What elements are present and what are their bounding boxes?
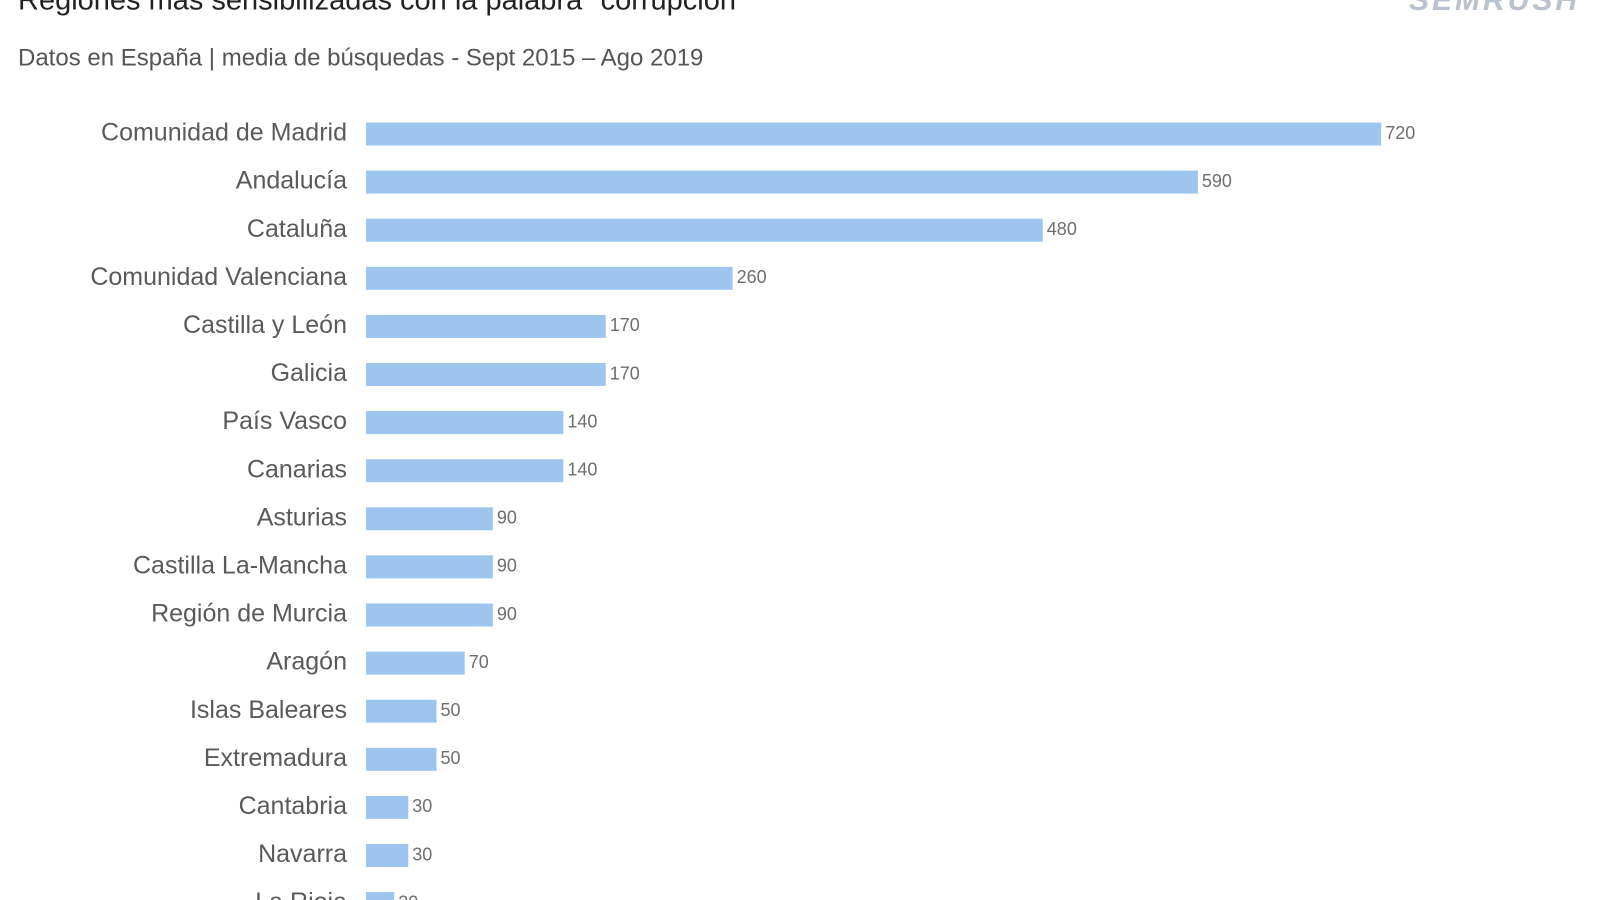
category-label: Cataluña [247, 215, 347, 243]
bar [366, 122, 1382, 146]
bar [366, 603, 493, 627]
bar [366, 699, 437, 723]
category-label: Islas Baleares [190, 696, 347, 724]
bar [366, 795, 409, 819]
bar [366, 411, 564, 435]
category-label: Región de Murcia [151, 600, 347, 628]
value-label: 30 [412, 796, 432, 816]
chart-subtitle: Datos en España | media de búsquedas - S… [18, 44, 703, 71]
category-label: Castilla La-Mancha [133, 552, 347, 580]
category-label: Comunidad de Madrid [101, 119, 347, 147]
category-label: Canarias [247, 455, 347, 483]
value-label: 90 [497, 508, 517, 528]
value-label: 170 [610, 315, 640, 335]
logo: SEMRUSH [1409, 0, 1580, 17]
value-label: 480 [1047, 219, 1077, 239]
bar [366, 892, 395, 900]
bar [366, 363, 606, 386]
category-label: Extremadura [204, 744, 347, 772]
value-label: 20 [398, 892, 418, 900]
bar [366, 218, 1043, 242]
chart-title: Regiones más sensibilizadas con la palab… [18, 0, 746, 17]
bar [366, 170, 1198, 194]
bar [366, 266, 733, 290]
bar [366, 555, 493, 579]
value-label: 90 [497, 556, 517, 576]
value-label: 50 [441, 700, 461, 720]
value-label: 170 [610, 363, 640, 383]
bar [366, 747, 437, 771]
value-label: 70 [469, 652, 489, 672]
category-label: Cantabria [239, 792, 347, 820]
value-label: 90 [497, 604, 517, 624]
value-label: 140 [567, 411, 597, 431]
value-label: 260 [737, 267, 767, 287]
value-label: 140 [567, 459, 597, 479]
bar [366, 651, 465, 675]
bar [366, 314, 606, 338]
category-label: Galicia [271, 359, 348, 387]
category-label: Navarra [258, 840, 347, 868]
category-label: País Vasco [222, 407, 347, 435]
bar [366, 507, 493, 531]
category-label: Aragón [266, 648, 347, 676]
bar [366, 459, 564, 483]
value-label: 590 [1202, 171, 1232, 191]
category-label: Castilla y León [183, 311, 347, 339]
category-label: Comunidad Valenciana [90, 263, 347, 291]
value-label: 720 [1385, 123, 1415, 143]
category-label: Andalucía [236, 167, 347, 195]
value-label: 30 [412, 844, 432, 864]
category-label: La Rioja [255, 888, 347, 900]
category-label: Asturias [257, 503, 347, 531]
bar [366, 844, 409, 867]
value-label: 50 [441, 748, 461, 768]
